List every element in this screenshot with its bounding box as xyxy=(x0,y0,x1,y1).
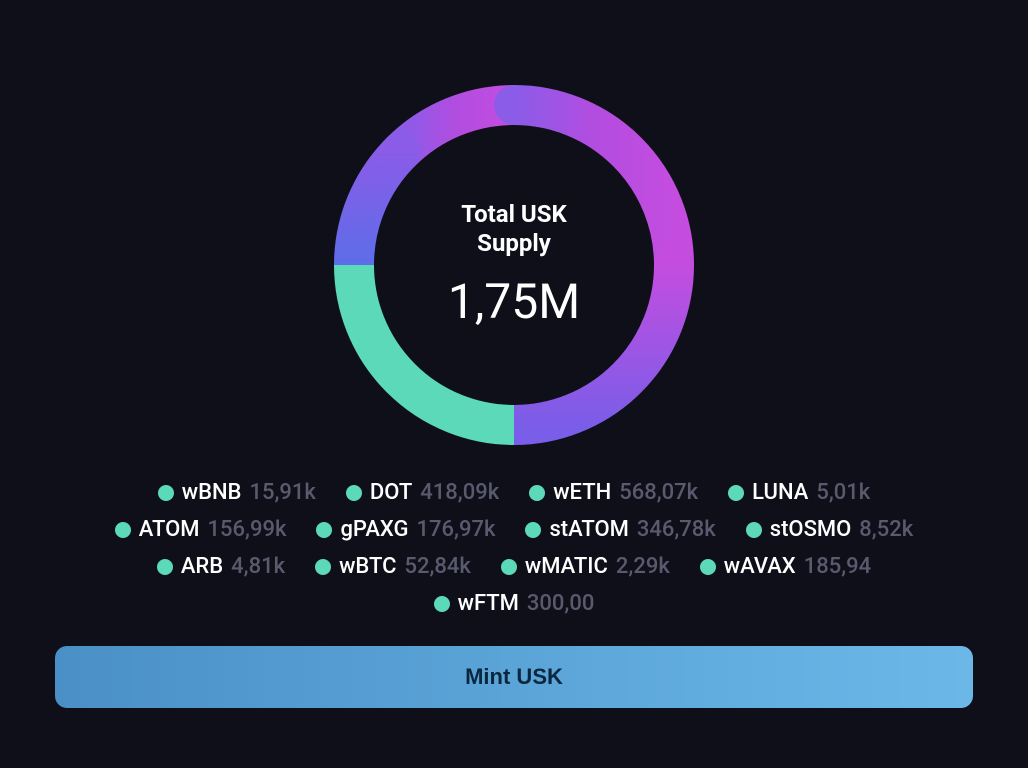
legend-dot-icon xyxy=(700,559,716,575)
legend-item: wFTM 300,00 xyxy=(434,591,595,616)
legend-dot-icon xyxy=(728,485,744,501)
legend-value: 5,01k xyxy=(816,480,870,505)
legend-value: 300,00 xyxy=(527,591,594,616)
legend-dot-icon xyxy=(346,485,362,501)
legend-item: wBNB 15,91k xyxy=(158,480,316,505)
legend-item: wAVAX 185,94 xyxy=(700,554,871,579)
donut-arc-blue xyxy=(354,152,401,265)
legend-dot-icon xyxy=(157,559,173,575)
legend-item: DOT 418,09k xyxy=(346,480,499,505)
legend-dot-icon xyxy=(525,522,541,538)
supply-panel: Total USK Supply 1,75M wBNB 15,91k DOT 418,… xyxy=(20,20,1008,748)
legend-value: 568,07k xyxy=(619,480,698,505)
legend-item: LUNA 5,01k xyxy=(728,480,870,505)
legend: wBNB 15,91k DOT 418,09k wETH 568,07k LUNA 5,01k… xyxy=(64,480,964,616)
legend-dot-icon xyxy=(746,522,762,538)
donut-chart: Total USK Supply 1,75M xyxy=(329,80,699,450)
legend-value: 418,09k xyxy=(420,480,499,505)
legend-item: ATOM 156,99k xyxy=(115,517,287,542)
legend-value: 156,99k xyxy=(208,517,287,542)
legend-dot-icon xyxy=(529,485,545,501)
legend-value: 176,97k xyxy=(417,517,496,542)
legend-label: gPAXG xyxy=(340,517,408,542)
legend-label: LUNA xyxy=(752,480,808,505)
legend-item: stOSMO 8,52k xyxy=(746,517,913,542)
legend-label: wBNB xyxy=(182,480,242,505)
legend-dot-icon xyxy=(115,522,131,538)
legend-dot-icon xyxy=(316,522,332,538)
legend-value: 346,78k xyxy=(637,517,716,542)
legend-label: wFTM xyxy=(458,591,519,616)
legend-value: 8,52k xyxy=(859,517,913,542)
legend-value: 52,84k xyxy=(404,554,470,579)
legend-dot-icon xyxy=(434,596,450,612)
legend-value: 4,81k xyxy=(231,554,285,579)
legend-item: stATOM 346,78k xyxy=(525,517,715,542)
legend-value: 185,94 xyxy=(804,554,871,579)
donut-value: 1,75M xyxy=(448,273,580,330)
legend-dot-icon xyxy=(315,559,331,575)
legend-item: ARB 4,81k xyxy=(157,554,285,579)
legend-label: stOSMO xyxy=(770,517,852,542)
legend-label: wETH xyxy=(553,480,611,505)
donut-title-line1: Total USK xyxy=(461,200,567,228)
legend-dot-icon xyxy=(158,485,174,501)
legend-label: stATOM xyxy=(549,517,628,542)
legend-label: DOT xyxy=(370,480,412,505)
legend-label: wAVAX xyxy=(724,554,796,579)
donut-title-line2: Supply xyxy=(477,229,551,257)
legend-label: wMATIC xyxy=(525,554,608,579)
legend-item: wETH 568,07k xyxy=(529,480,698,505)
donut-center: Total USK Supply 1,75M xyxy=(448,200,580,330)
legend-label: ATOM xyxy=(139,517,200,542)
legend-dot-icon xyxy=(501,559,517,575)
legend-item: wMATIC 2,29k xyxy=(501,554,670,579)
legend-value: 15,91k xyxy=(249,480,315,505)
legend-label: ARB xyxy=(181,554,223,579)
legend-label: wBTC xyxy=(339,554,396,579)
donut-title: Total USK Supply xyxy=(448,200,580,258)
legend-item: wBTC 52,84k xyxy=(315,554,471,579)
legend-item: gPAXG 176,97k xyxy=(316,517,495,542)
legend-value: 2,29k xyxy=(616,554,670,579)
mint-button[interactable]: Mint USK xyxy=(55,646,973,708)
